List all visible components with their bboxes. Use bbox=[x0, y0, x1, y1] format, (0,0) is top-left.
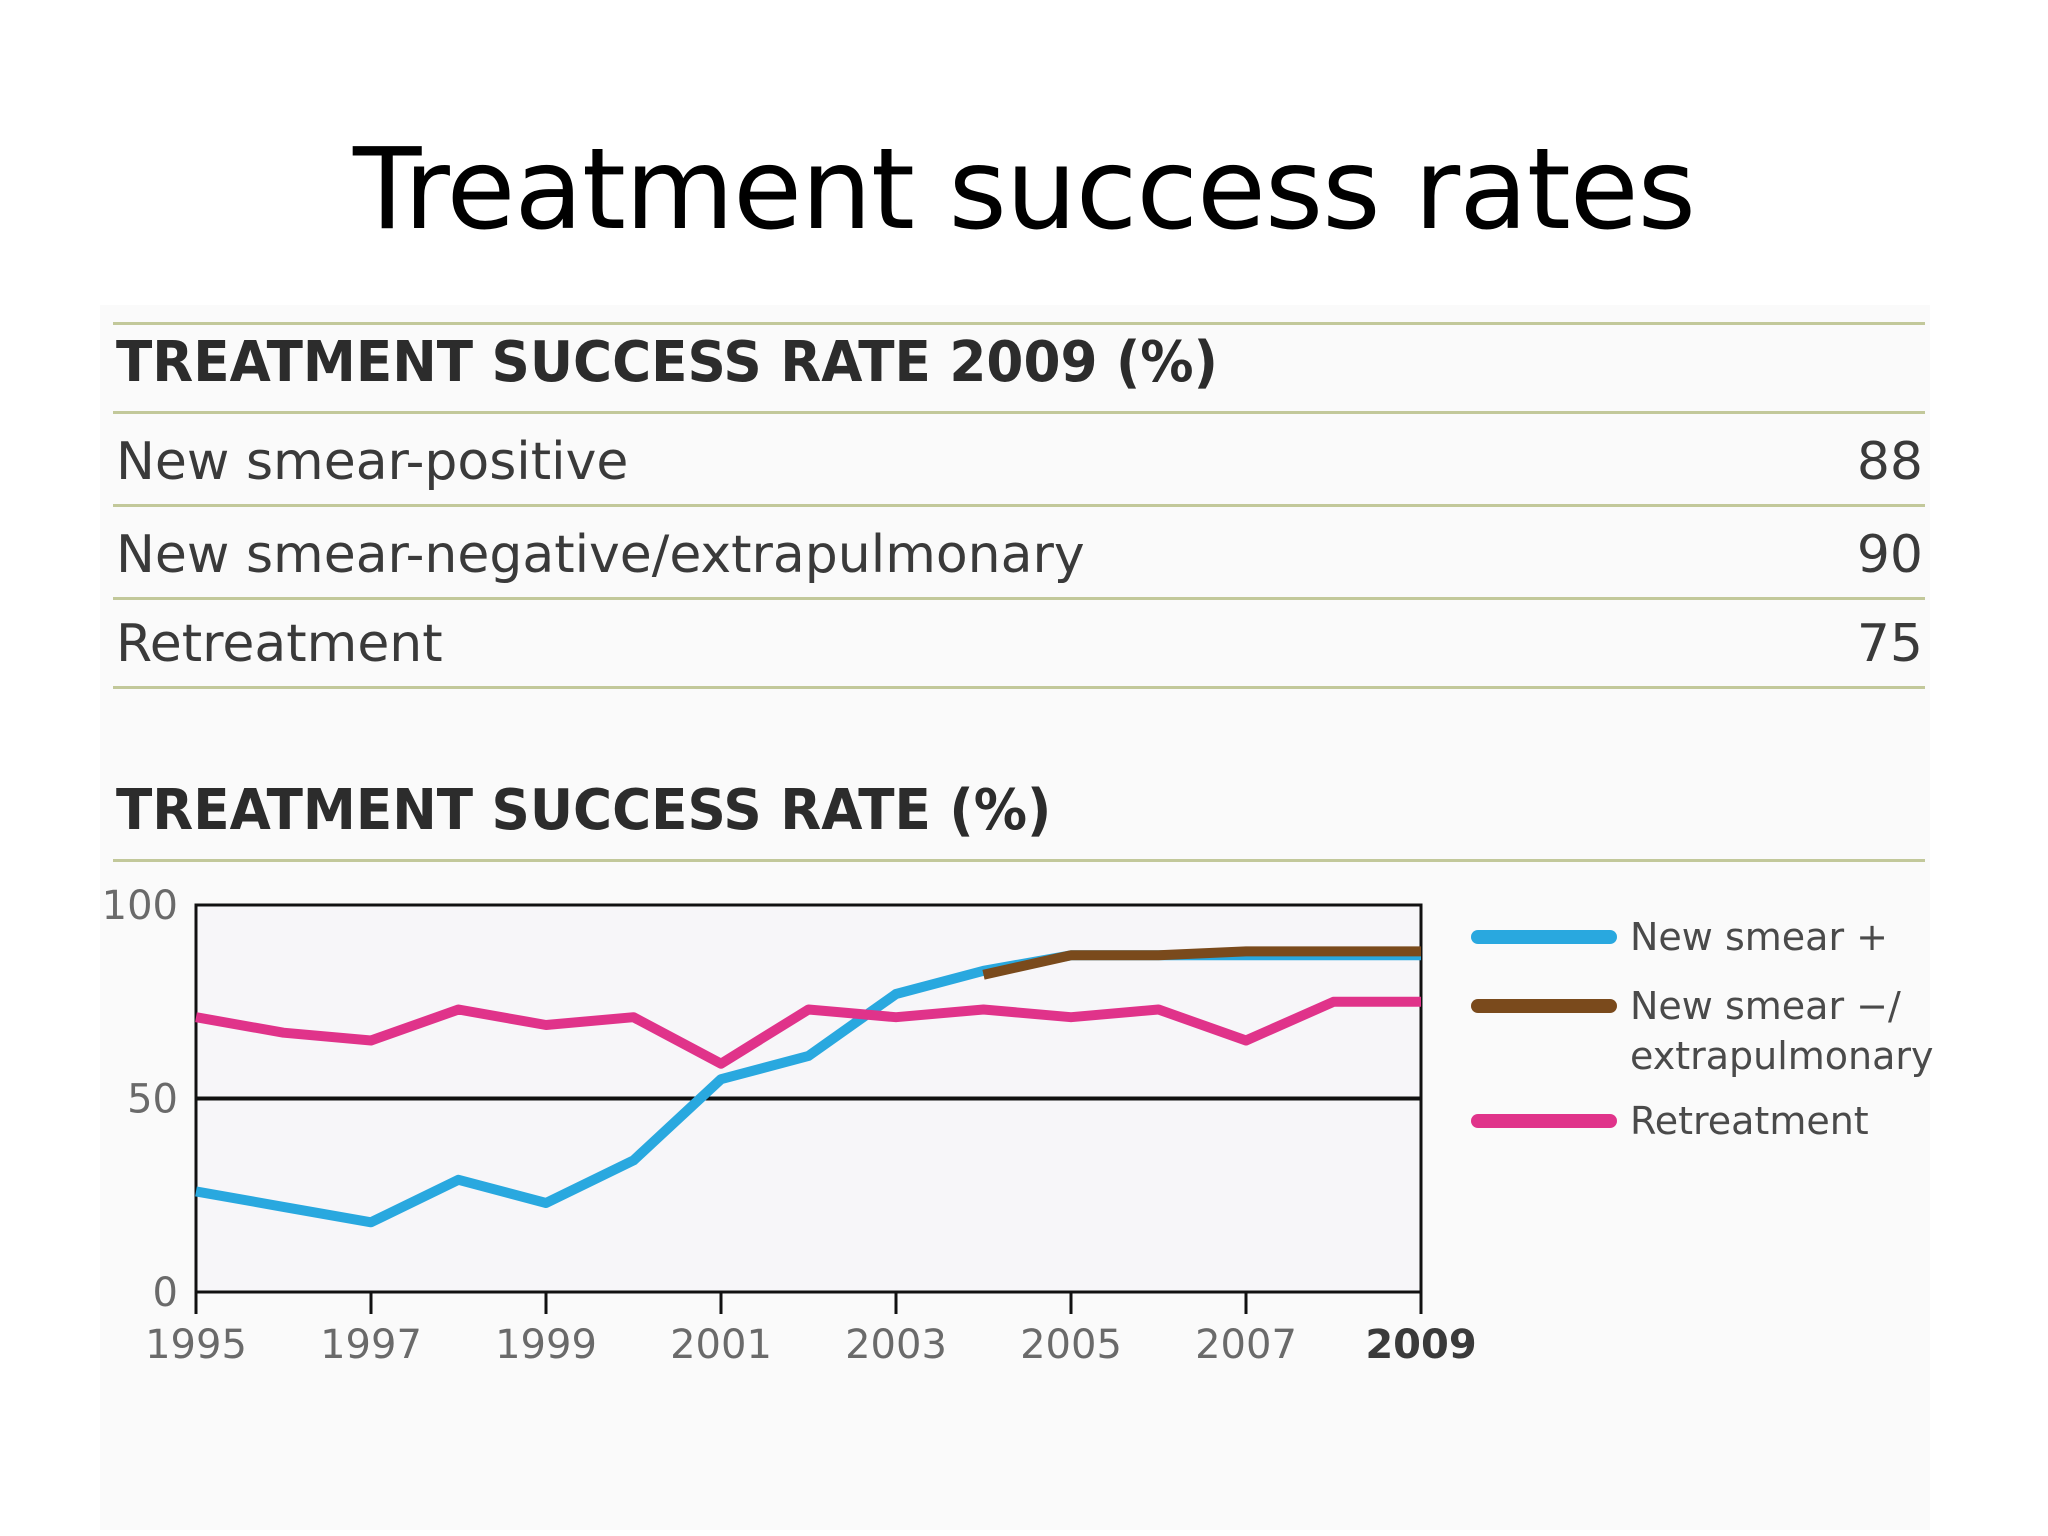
slide-title: Treatment success rates bbox=[352, 125, 1696, 255]
table-rule bbox=[113, 597, 1925, 600]
y-tick-label: 50 bbox=[127, 1077, 178, 1123]
legend-label: New smear + bbox=[1630, 915, 1888, 959]
chart-title: TREATMENT SUCCESS RATE (%) bbox=[116, 778, 1052, 843]
table-row-value: 90 bbox=[1856, 525, 1923, 585]
series-line bbox=[195, 996, 1421, 1069]
x-tick-label: 2001 bbox=[670, 1322, 772, 1368]
legend-label: Retreatment bbox=[1630, 1099, 1869, 1143]
y-tick-label: 100 bbox=[102, 883, 178, 929]
x-tick-label: 2007 bbox=[1195, 1322, 1297, 1368]
x-tick-label: 1995 bbox=[145, 1322, 247, 1368]
x-tick-label: 1997 bbox=[320, 1322, 422, 1368]
table-top-rule bbox=[113, 322, 1925, 325]
legend-label: New smear −/ bbox=[1630, 984, 1901, 1028]
table-row-value: 75 bbox=[1856, 614, 1923, 674]
table-rule bbox=[113, 686, 1925, 689]
series-line bbox=[982, 946, 1421, 980]
x-tick-label: 2005 bbox=[1020, 1322, 1122, 1368]
x-tick-label: 2009 bbox=[1365, 1322, 1476, 1368]
table-heading: TREATMENT SUCCESS RATE 2009 (%) bbox=[116, 330, 1218, 395]
x-tick-label: 2003 bbox=[845, 1322, 947, 1368]
legend-label: extrapulmonary bbox=[1630, 1034, 1934, 1078]
chart-top-rule bbox=[113, 859, 1925, 862]
table-row-label: New smear-positive bbox=[116, 432, 629, 492]
table-rule bbox=[113, 411, 1925, 414]
x-tick-label: 1999 bbox=[495, 1322, 597, 1368]
table-row-label: Retreatment bbox=[116, 614, 443, 674]
table-row-value: 88 bbox=[1856, 432, 1923, 492]
table-row-label: New smear-negative/extrapulmonary bbox=[116, 525, 1085, 585]
y-tick-label: 0 bbox=[153, 1270, 178, 1316]
table-rule bbox=[113, 504, 1925, 507]
